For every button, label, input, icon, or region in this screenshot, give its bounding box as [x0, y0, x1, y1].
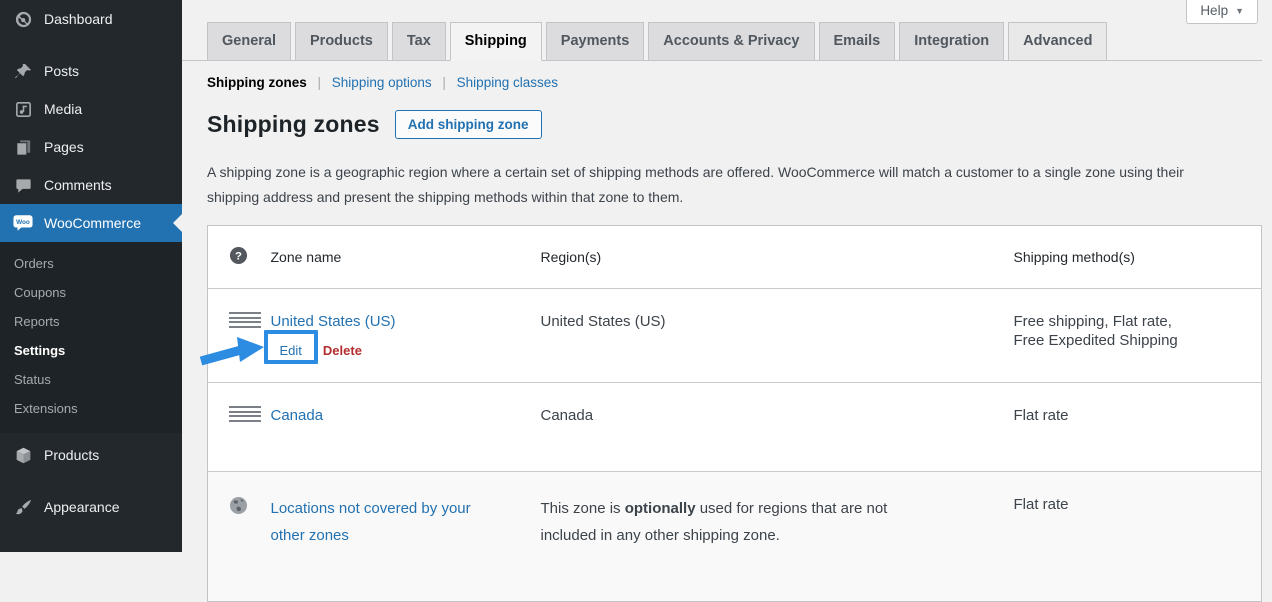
subnav-shipping-zones[interactable]: Shipping zones — [207, 75, 307, 90]
submenu-item-extensions[interactable]: Extensions — [14, 401, 78, 416]
subnav-separator: | — [442, 75, 446, 90]
help-label: Help — [1200, 3, 1229, 18]
tab-advanced[interactable]: Advanced — [1008, 22, 1108, 61]
methods-value: Free shipping, Flat rate, — [1013, 313, 1172, 330]
tab-shipping[interactable]: Shipping — [449, 22, 542, 61]
sidebar-item-dashboard[interactable]: Dashboard — [0, 0, 182, 38]
tab-integration[interactable]: Integration — [899, 22, 1005, 61]
sidebar-item-label: Pages — [44, 139, 84, 155]
methods-value: Flat rate — [1013, 496, 1069, 513]
delete-link[interactable]: Delete — [322, 343, 362, 358]
sidebar-item-label: Appearance — [44, 499, 120, 515]
page-title-row: Shipping zones Add shipping zone — [207, 110, 1272, 139]
settings-tabs: General Products Tax Shipping Payments Accoun… — [182, 0, 1262, 61]
sidebar-item-posts[interactable]: Posts — [0, 52, 182, 90]
tab-emails[interactable]: Emails — [818, 22, 896, 61]
sidebar-item-label: Posts — [44, 63, 80, 79]
svg-text:Woo: Woo — [16, 219, 30, 226]
sidebar-item-pages[interactable]: Pages — [0, 128, 182, 166]
sidebar-item-appearance[interactable]: Appearance — [0, 488, 182, 526]
comments-icon — [13, 175, 33, 195]
sidebar-item-label: Media — [44, 101, 83, 117]
column-header-zone-name: Zone name — [270, 249, 342, 265]
add-shipping-zone-button[interactable]: Add shipping zone — [394, 110, 542, 139]
column-header-regions: Region(s) — [540, 249, 602, 265]
shipping-zones-table: ? Zone name Region(s) Shipping method(s)… — [207, 225, 1262, 602]
globe-icon — [229, 496, 248, 520]
submenu-item-reports[interactable]: Reports — [14, 314, 60, 329]
products-icon — [13, 445, 33, 465]
sidebar-item-woocommerce[interactable]: Woo WooCommerce — [0, 204, 182, 242]
appearance-brush-icon — [13, 497, 33, 517]
subnav-separator: | — [317, 75, 322, 90]
submenu-item-status[interactable]: Status — [14, 372, 51, 387]
chevron-down-icon: ▼ — [1235, 5, 1244, 16]
pages-icon — [13, 137, 33, 157]
tab-products[interactable]: Products — [295, 22, 388, 61]
region-value: Canada — [540, 407, 594, 424]
methods-value: Free Expedited Shipping — [1013, 332, 1178, 349]
column-header-methods: Shipping method(s) — [1013, 249, 1135, 265]
sidebar-item-comments[interactable]: Comments — [0, 166, 182, 204]
edit-link[interactable]: Edit — [279, 343, 302, 358]
sidebar-separator — [0, 38, 182, 52]
pushpin-icon — [13, 61, 33, 81]
woocommerce-submenu: Orders Coupons Reports Settings Status E… — [0, 242, 182, 433]
tab-tax[interactable]: Tax — [391, 22, 446, 61]
tab-accounts-privacy[interactable]: Accounts & Privacy — [648, 22, 815, 61]
table-header-row: ? Zone name Region(s) Shipping method(s) — [208, 226, 1262, 289]
shipping-subnav: Shipping zones | Shipping options | Ship… — [207, 75, 1272, 90]
methods-value: Flat rate — [1013, 407, 1069, 424]
zone-link-canada[interactable]: Canada — [270, 407, 324, 424]
svg-text:?: ? — [235, 251, 242, 263]
table-row-canada: Canada Canada Flat rate — [207, 382, 1262, 472]
submenu-item-coupons[interactable]: Coupons — [14, 285, 67, 300]
sidebar-item-media[interactable]: Media — [0, 90, 182, 128]
drag-handle-icon[interactable] — [229, 312, 261, 328]
subnav-shipping-options[interactable]: Shipping options — [331, 75, 432, 90]
help-button[interactable]: Help ▼ — [1186, 0, 1258, 24]
sidebar-item-label: Products — [44, 447, 100, 463]
sidebar-item-products[interactable]: Products — [0, 433, 182, 474]
zone-link-united-states[interactable]: United States (US) — [270, 313, 396, 330]
page-title: Shipping zones — [207, 111, 380, 137]
sidebar-item-label: Comments — [44, 177, 112, 193]
sidebar-item-label: Dashboard — [44, 11, 113, 27]
help-tip-icon[interactable]: ? — [229, 246, 248, 268]
admin-sidebar: Dashboard Posts Media Pages Comments Woo… — [0, 0, 182, 552]
subnav-shipping-classes[interactable]: Shipping classes — [456, 75, 558, 90]
media-icon — [13, 99, 33, 119]
dashboard-icon — [13, 9, 33, 29]
main-content: Help ▼ General Products Tax Shipping Payment… — [182, 0, 1272, 602]
table-row-united-states: United States (US) Edit Delete United Sta… — [207, 288, 1262, 383]
active-menu-notch — [173, 214, 182, 232]
region-description: This zone is optionally used for regions… — [540, 500, 888, 544]
tab-general[interactable]: General — [207, 22, 291, 61]
table-row-rest-of-world: Locations not covered by your other zone… — [207, 471, 1262, 602]
sidebar-item-label: WooCommerce — [44, 215, 141, 231]
submenu-item-settings[interactable]: Settings — [14, 343, 66, 358]
woocommerce-icon: Woo — [13, 213, 33, 233]
submenu-item-orders[interactable]: Orders — [14, 256, 54, 271]
drag-handle-icon[interactable] — [229, 406, 261, 422]
page-description: A shipping zone is a geographic region w… — [207, 164, 1184, 205]
row-actions: Edit Delete — [271, 343, 531, 359]
region-value: United States (US) — [540, 313, 666, 330]
tab-payments[interactable]: Payments — [545, 22, 645, 61]
sidebar-separator — [0, 474, 182, 488]
zone-link-locations-not-covered[interactable]: Locations not covered by your other zone… — [270, 500, 471, 544]
